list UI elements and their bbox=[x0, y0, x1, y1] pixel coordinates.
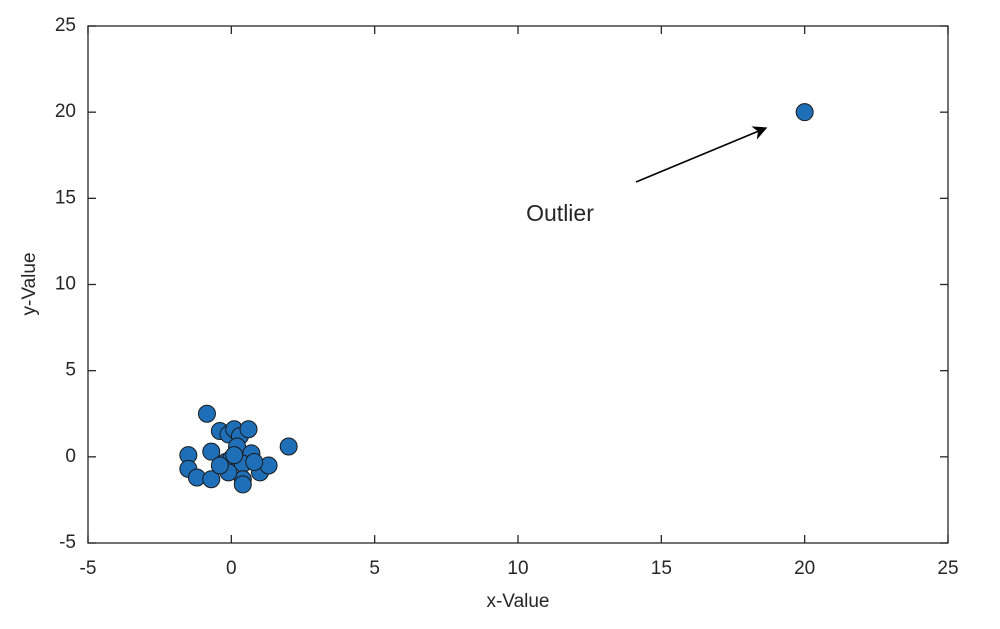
annotation-arrow bbox=[635, 126, 768, 183]
y-tick-label: 0 bbox=[65, 446, 76, 467]
y-tick-label: 5 bbox=[65, 360, 76, 381]
x-tick-label: -5 bbox=[80, 558, 97, 579]
annotation: Outlier bbox=[526, 200, 594, 226]
y-tick-label: 15 bbox=[55, 187, 76, 208]
x-tick-label: 10 bbox=[507, 558, 528, 579]
y-tick-label: 20 bbox=[55, 101, 76, 122]
y-tick-label: 10 bbox=[55, 274, 76, 295]
point bbox=[202, 470, 221, 489]
y-axis-label: y-Value bbox=[19, 252, 40, 315]
x-tick-label: 25 bbox=[937, 558, 958, 579]
point bbox=[239, 420, 258, 439]
point bbox=[225, 446, 244, 465]
point bbox=[279, 437, 298, 456]
point bbox=[210, 456, 229, 475]
point bbox=[245, 453, 264, 472]
point bbox=[233, 475, 252, 494]
x-tick-label: 20 bbox=[794, 558, 815, 579]
point bbox=[202, 442, 221, 461]
y-tick-label: 25 bbox=[55, 15, 76, 36]
x-tick-label: 5 bbox=[369, 558, 380, 579]
point bbox=[197, 404, 216, 423]
x-tick-label: 0 bbox=[226, 558, 237, 579]
x-axis-label: x-Value bbox=[486, 591, 549, 612]
y-tick-label: -5 bbox=[59, 532, 76, 553]
point bbox=[795, 103, 814, 122]
x-tick-label: 15 bbox=[651, 558, 672, 579]
